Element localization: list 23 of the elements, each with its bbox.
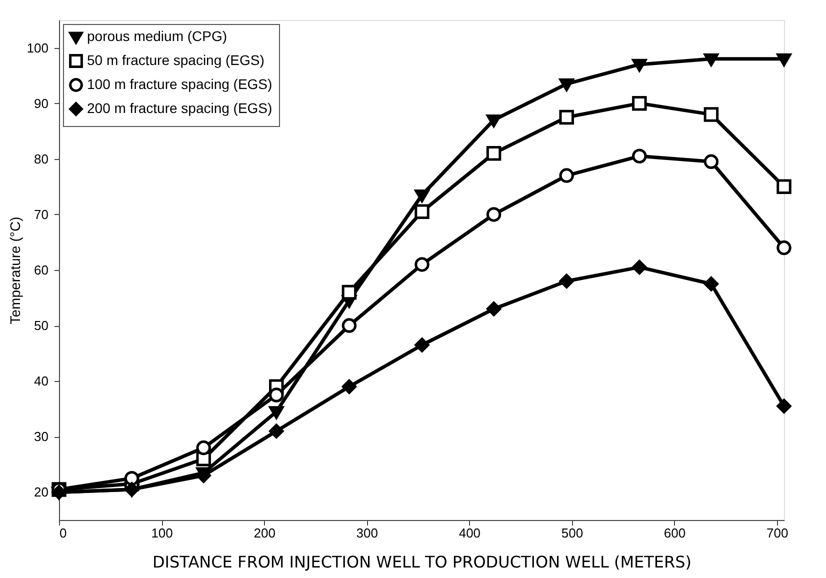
legend-label: 200 m fracture spacing (EGS) <box>87 100 272 116</box>
x-tick-label: 500 <box>561 526 584 540</box>
x-tick-label: 400 <box>458 526 481 540</box>
x-tick-label: 100 <box>151 526 173 540</box>
x-tick-label: 0 <box>60 526 67 540</box>
y-tick-label: 60 <box>34 262 48 278</box>
legend-label: 50 m fracture spacing (EGS) <box>87 52 264 68</box>
y-tick-label: 20 <box>34 484 48 500</box>
y-tick-label: 40 <box>34 374 48 389</box>
x-axis-title: DISTANCE FROM INJECTION WELL TO PRODUCTION WELL (METERS) <box>152 552 692 572</box>
y-tick-label: 100 <box>26 40 48 56</box>
legend-label: porous medium (CPG) <box>87 28 228 44</box>
x-tick-label: 600 <box>664 526 686 540</box>
x-tick-label: 700 <box>766 526 788 540</box>
legend-label: 100 m fracture spacing (EGS) <box>87 76 272 92</box>
y-tick-label: 80 <box>34 151 48 166</box>
y-axis-title: Temperature (°C) <box>6 216 23 324</box>
x-tick-label: 300 <box>356 526 378 540</box>
y-tick-label: 30 <box>34 429 48 444</box>
y-tick-label: 70 <box>34 206 48 222</box>
y-tick-label: 50 <box>34 318 48 334</box>
x-tick-label: 200 <box>254 526 276 540</box>
y-tick-label: 90 <box>34 96 48 111</box>
